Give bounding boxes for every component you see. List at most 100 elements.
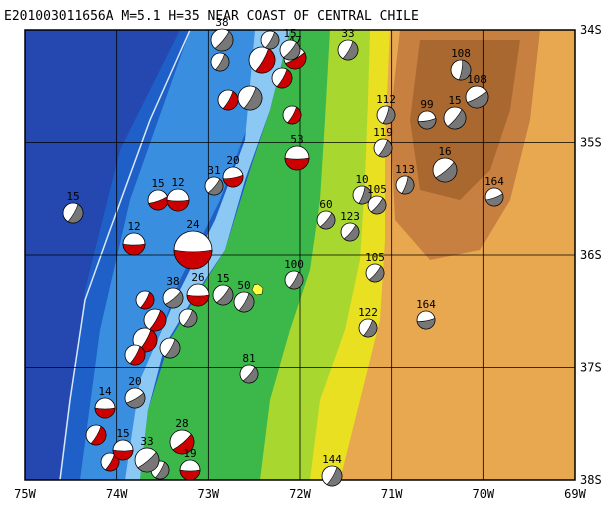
beachball-quadrant (363, 319, 378, 338)
beachball-quadrant (105, 453, 120, 472)
event: 81 (239, 352, 259, 384)
event: 122 (358, 306, 378, 338)
event-label: 113 (395, 163, 415, 176)
event: 53 (284, 133, 310, 171)
beachball-quadrant (326, 466, 343, 487)
beachball-quadrant (222, 90, 239, 111)
beachball-quadrant (416, 318, 436, 330)
event-label: 33 (140, 435, 153, 448)
event: 20 (222, 154, 244, 188)
event: 108 (465, 73, 489, 109)
event: 10 (352, 173, 372, 205)
event-label: 12 (127, 220, 140, 233)
beachball-quadrant (173, 249, 213, 270)
event-label: 105 (367, 183, 387, 196)
event-label: 16 (438, 145, 451, 158)
beachball-quadrant (485, 193, 504, 207)
beachball-quadrant (164, 291, 184, 309)
beachball-quadrant (186, 294, 210, 307)
beachball-quadrant (243, 87, 263, 111)
event: 15 (443, 94, 467, 130)
event-label: 15 (66, 190, 79, 203)
beachball-quadrant (172, 433, 195, 455)
event-label: 108 (451, 47, 471, 60)
event: 105 (365, 251, 385, 283)
beachball-quadrant (207, 178, 224, 196)
beachball-quadrant (214, 31, 234, 52)
beachball-quadrant (370, 197, 387, 215)
beachball-quadrant (183, 309, 198, 328)
event: 60 (316, 198, 336, 230)
beachball-quadrant (276, 68, 293, 89)
beachball-quadrant (382, 106, 396, 125)
event: 144 (321, 453, 343, 487)
y-label: 37S (580, 361, 602, 375)
event-label: 112 (376, 93, 396, 106)
event-label: 53 (290, 133, 303, 146)
event-label: 100 (284, 258, 304, 271)
event: 26 (186, 271, 210, 307)
event-label: 122 (358, 306, 378, 319)
event: 15 (62, 190, 84, 224)
y-label: 36S (580, 248, 602, 262)
event-label: 20 (128, 375, 141, 388)
y-label: 35S (580, 136, 602, 150)
beachball-quadrant (343, 224, 360, 242)
event: 108 (450, 47, 472, 81)
event: 16 (432, 145, 458, 183)
epicenter (251, 283, 264, 296)
event-label: 105 (365, 251, 385, 264)
beachball-quadrant (137, 451, 160, 473)
event: 12 (122, 220, 146, 256)
beachball-quadrant (265, 31, 280, 50)
event-label: 38 (215, 16, 228, 29)
beachball-quadrant (255, 48, 276, 74)
beachball-quadrant (342, 40, 359, 61)
event-label: 14 (98, 385, 112, 398)
x-label: 71W (381, 487, 403, 501)
event-label: 119 (373, 126, 393, 139)
beachball-quadrant (122, 243, 146, 256)
beachball-quadrant (166, 199, 190, 212)
beachball-quadrant (285, 52, 307, 70)
beachball-quadrant (164, 338, 181, 359)
beachball-quadrant (129, 345, 146, 366)
event-label: 10 (355, 173, 368, 186)
event-label: 123 (340, 210, 360, 223)
event: 50 (233, 279, 255, 313)
beachball-quadrant (378, 139, 393, 158)
x-label: 75W (14, 487, 36, 501)
event-label: 99 (420, 98, 433, 111)
event: 14 (94, 385, 116, 419)
x-label: 73W (197, 487, 219, 501)
event: 123 (340, 210, 360, 242)
beachball-quadrant (242, 366, 259, 384)
event: 33 (134, 435, 160, 473)
beachball-quadrant (319, 212, 336, 230)
title: E201003011656A M=5.1 H=35 NEAR COAST OF … (4, 9, 419, 24)
beachball-quadrant (447, 109, 467, 130)
beachball-quadrant (458, 59, 472, 81)
y-label: 34S (580, 23, 602, 37)
event-label: 164 (416, 298, 436, 311)
beachball-quadrant (368, 265, 385, 283)
event: 119 (373, 126, 393, 158)
beachball-quadrant (112, 449, 134, 461)
event-label: 12 (171, 176, 184, 189)
event-label: 31 (207, 164, 220, 177)
beachball-quadrant (149, 310, 167, 332)
event: 24 (173, 218, 213, 270)
beachball-quadrant (222, 174, 244, 188)
event: 15 (212, 272, 234, 306)
event-label: 15 (116, 427, 129, 440)
event-label: 28 (175, 417, 188, 430)
event-label: 24 (186, 218, 200, 231)
event: 33 (337, 27, 359, 61)
beachball-quadrant (287, 106, 302, 125)
beachball-quadrant (90, 425, 107, 446)
event: 20 (124, 375, 146, 409)
beachball-quadrant (238, 292, 255, 313)
beachball-quadrant (358, 186, 372, 205)
event-label: 33 (341, 27, 354, 40)
event-label: 26 (191, 271, 204, 284)
